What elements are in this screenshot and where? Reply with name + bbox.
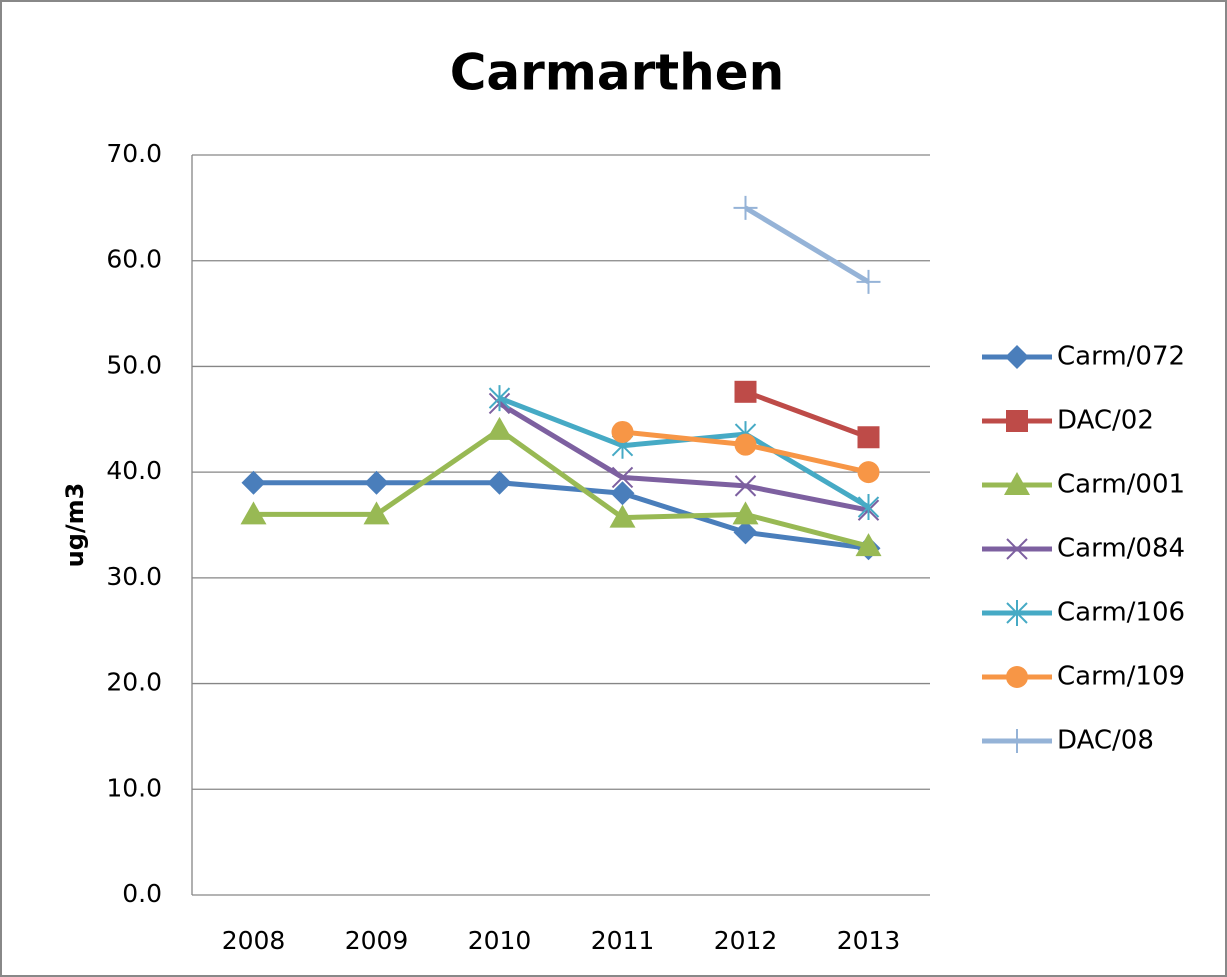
legend-label: Carm/109 bbox=[1057, 662, 1185, 692]
chart-title: Carmarthen bbox=[450, 44, 785, 102]
series-line bbox=[744, 389, 870, 440]
legend-marker bbox=[1006, 600, 1028, 626]
legend-marker bbox=[1005, 729, 1029, 753]
legend-label: Carm/106 bbox=[1057, 598, 1185, 628]
y-tick-label: 30.0 bbox=[106, 562, 162, 591]
x-tick-label: 2012 bbox=[714, 926, 778, 955]
series-line bbox=[253, 427, 870, 549]
y-tick-label: 0.0 bbox=[122, 879, 162, 908]
y-tick-label: 70.0 bbox=[106, 139, 162, 168]
legend-label: DAC/08 bbox=[1057, 726, 1154, 756]
legend-marker bbox=[1006, 410, 1028, 432]
legend-label: DAC/02 bbox=[1057, 406, 1154, 436]
data-point bbox=[611, 420, 634, 443]
data-point bbox=[733, 520, 758, 545]
data-point bbox=[487, 470, 512, 495]
y-axis-title: ug/m3 bbox=[61, 483, 89, 568]
legend-label: Carm/001 bbox=[1057, 470, 1185, 500]
data-point bbox=[611, 466, 634, 489]
data-point bbox=[857, 461, 880, 484]
legend-label: Carm/084 bbox=[1057, 534, 1185, 564]
series-line bbox=[253, 480, 869, 551]
data-point bbox=[857, 426, 880, 449]
data-point bbox=[734, 433, 757, 456]
data-point bbox=[488, 385, 511, 412]
y-tick-label: 50.0 bbox=[106, 350, 162, 379]
legend-marker bbox=[1005, 345, 1029, 369]
data-point bbox=[241, 470, 266, 495]
data-point bbox=[364, 470, 389, 495]
data-point bbox=[240, 501, 267, 525]
legend-marker bbox=[1004, 472, 1030, 495]
data-point bbox=[857, 494, 880, 521]
x-tick-label: 2008 bbox=[222, 926, 286, 955]
x-tick-label: 2013 bbox=[837, 926, 901, 955]
legend-marker bbox=[1006, 666, 1028, 688]
data-point bbox=[733, 195, 758, 220]
y-tick-label: 20.0 bbox=[106, 668, 162, 697]
data-point bbox=[609, 504, 636, 528]
x-tick-label: 2009 bbox=[345, 926, 409, 955]
data-point bbox=[486, 416, 513, 440]
data-point bbox=[734, 380, 757, 403]
data-point bbox=[732, 501, 759, 525]
data-point bbox=[363, 501, 390, 525]
data-point bbox=[856, 269, 881, 294]
x-tick-label: 2010 bbox=[468, 926, 532, 955]
legend-marker bbox=[1006, 538, 1028, 560]
y-tick-label: 40.0 bbox=[106, 456, 162, 485]
y-tick-label: 10.0 bbox=[106, 773, 162, 802]
data-point bbox=[734, 475, 757, 497]
data-point bbox=[610, 481, 635, 506]
series-line bbox=[498, 401, 869, 513]
data-point bbox=[855, 533, 882, 557]
y-tick-label: 60.0 bbox=[106, 245, 162, 274]
legend-label: Carm/072 bbox=[1057, 342, 1185, 372]
x-tick-label: 2011 bbox=[591, 926, 655, 955]
series-line bbox=[744, 205, 870, 284]
